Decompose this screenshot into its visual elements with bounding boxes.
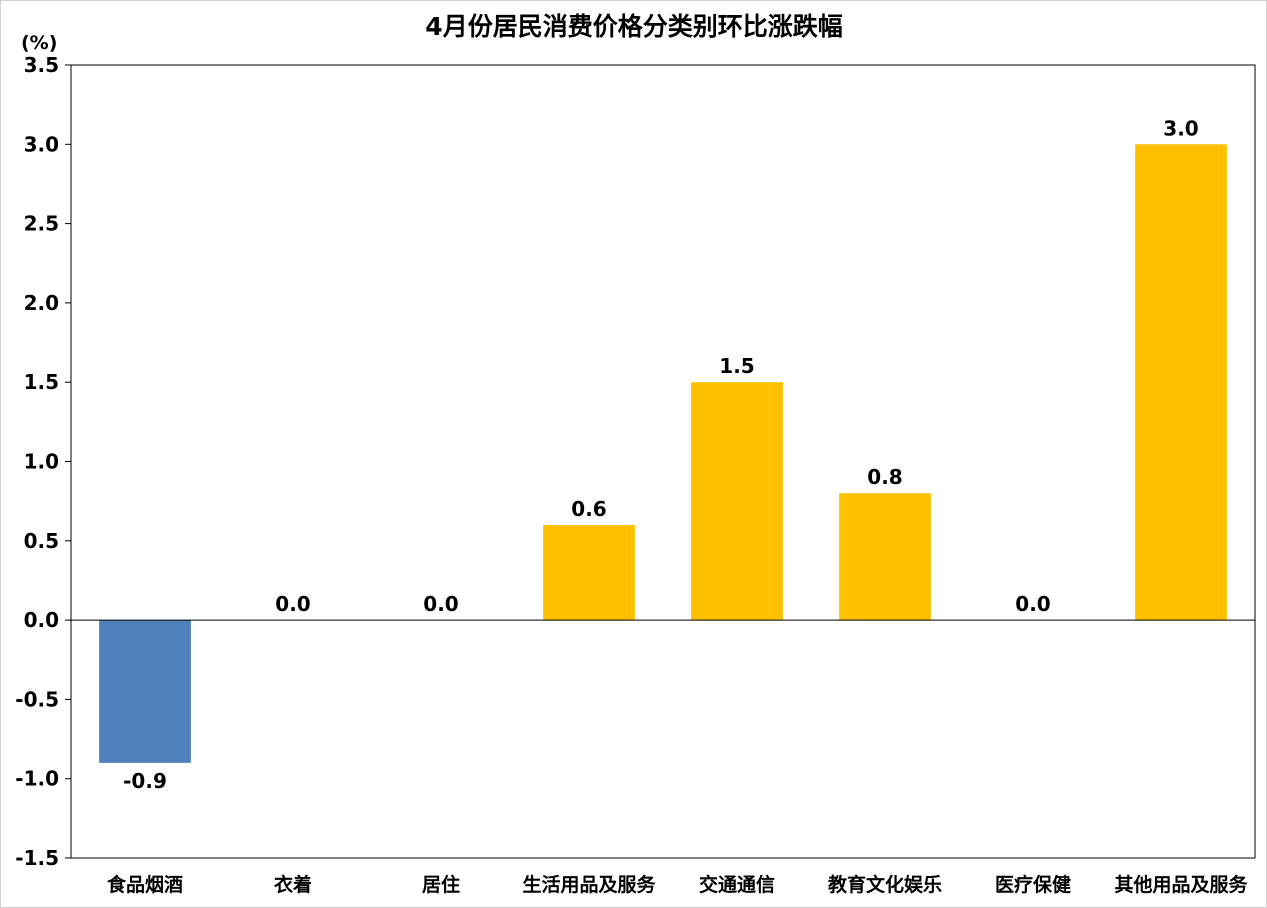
category-label-7: 其他用品及服务 xyxy=(1114,873,1248,896)
bar-series xyxy=(99,144,1227,763)
y-tick-label: 1.5 xyxy=(24,370,59,394)
category-label-4: 交通通信 xyxy=(699,873,775,896)
data-label-2: 0.0 xyxy=(423,592,458,616)
chart-title: 4月份居民消费价格分类别环比涨跌幅 xyxy=(425,12,842,41)
bar-4 xyxy=(691,382,783,621)
category-label-6: 医疗保健 xyxy=(995,873,1071,896)
y-tick-label: -1.0 xyxy=(15,767,59,791)
bar-7 xyxy=(1135,144,1227,621)
y-tick-label: -1.5 xyxy=(15,846,59,870)
bar-3 xyxy=(543,524,635,621)
data-label-6: 0.0 xyxy=(1015,592,1050,616)
category-label-5: 教育文化娱乐 xyxy=(828,873,942,896)
category-label-1: 衣着 xyxy=(274,873,312,896)
data-label-1: 0.0 xyxy=(275,592,310,616)
data-label-4: 1.5 xyxy=(719,354,754,378)
category-label-0: 食品烟酒 xyxy=(107,873,183,896)
y-tick-label: 2.0 xyxy=(24,291,59,315)
data-labels: -0.9 0.0 0.0 0.6 1.5 0.8 0.0 3.0 xyxy=(123,116,1199,793)
bar-5 xyxy=(839,493,931,621)
data-label-3: 0.6 xyxy=(571,497,606,521)
bar-0 xyxy=(99,620,191,763)
category-label-2: 居住 xyxy=(422,873,460,896)
y-tick-label: 0.0 xyxy=(24,608,59,632)
y-tick-label: 0.5 xyxy=(24,529,59,553)
data-label-0: -0.9 xyxy=(123,769,167,793)
data-label-5: 0.8 xyxy=(867,465,902,489)
y-tick-label: 3.5 xyxy=(24,53,59,77)
data-label-7: 3.0 xyxy=(1163,116,1198,140)
y-axis-unit-label: (%) xyxy=(21,32,57,54)
y-tick-label: 3.0 xyxy=(24,132,59,156)
y-tick-label: 2.5 xyxy=(24,212,59,236)
y-tick-label: -0.5 xyxy=(15,687,59,711)
plot-area-frame xyxy=(70,64,1256,859)
y-axis-ticks: 3.5 3.0 2.5 2.0 1.5 1.0 0.5 0.0 -0.5 -1.0 -1.5 xyxy=(15,53,71,870)
y-tick-label: 1.0 xyxy=(24,450,59,474)
category-label-3: 生活用品及服务 xyxy=(522,873,656,896)
x-axis-categories: 食品烟酒 衣着 居住 生活用品及服务 交通通信 教育文化娱乐 医疗保健 其他用品及服务 xyxy=(107,873,1249,896)
